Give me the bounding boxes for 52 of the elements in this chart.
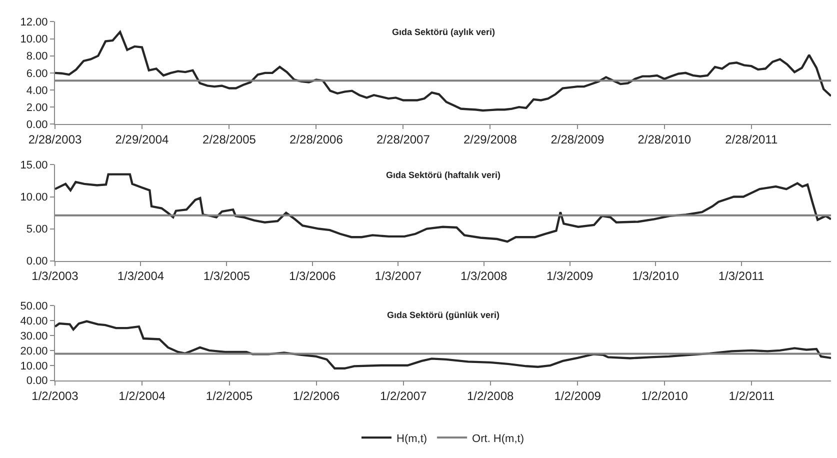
x-tick-label: 1/3/2011: [718, 269, 765, 284]
y-tick-label: 0.00: [26, 375, 48, 388]
y-tick-label: 0.00: [26, 256, 48, 268]
x-tick-label: 2/28/2010: [638, 132, 692, 147]
x-tick-label: 2/29/2004: [115, 132, 170, 147]
x-tick-label: 1/3/2004: [117, 269, 164, 284]
y-tick-label: 8.00: [26, 50, 48, 63]
x-tick-label: 1/2/2007: [380, 388, 427, 403]
line-series: [55, 320, 831, 370]
y-tick-label: 15.00: [20, 160, 48, 172]
y-tick-label: 2.00: [26, 102, 48, 114]
x-tick-label: 1/3/2010: [632, 269, 680, 284]
y-tick-label: 30.00: [20, 330, 48, 342]
line-series: [55, 173, 831, 243]
y-tick-label: 10.00: [20, 192, 48, 204]
x-tick-label: 1/2/2005: [206, 388, 253, 403]
x-tick-label: 2/28/2009: [550, 132, 604, 147]
text: Gıda Sektörü (günlük veri): [387, 310, 500, 320]
x-tick-label: 2/28/2011: [725, 132, 778, 147]
x-tick-label: 2/28/2003: [28, 132, 82, 147]
legend-label: H(m,t): [396, 432, 428, 445]
text: Gıda Sektörü (aylık veri): [392, 27, 496, 37]
x-tick-label: 2/29/2008: [463, 132, 518, 147]
x-tick-label: 1/2/2009: [554, 388, 602, 403]
x-tick-label: 2/28/2007: [376, 132, 430, 147]
y-tick-label: 4.00: [26, 84, 48, 97]
y-tick-label: 5.00: [26, 224, 48, 236]
x-tick-label: 1/2/2010: [641, 388, 688, 403]
line-series: [55, 30, 831, 112]
y-tick-label: 10.00: [20, 360, 48, 372]
x-tick-label: 1/3/2009: [546, 269, 594, 284]
x-tick-label: 1/3/2003: [32, 269, 79, 284]
y-tick-label: 6.00: [26, 68, 48, 80]
y-tick-label: 40.00: [20, 315, 48, 328]
x-tick-label: 1/2/2003: [32, 388, 79, 403]
x-tick-label: 1/2/2011: [728, 388, 775, 403]
x-tick-label: 1/3/2008: [460, 269, 508, 284]
text: Gıda Sektörü (haftalık veri): [386, 170, 501, 180]
x-tick-label: 1/2/2004: [118, 388, 166, 403]
x-tick-label: 1/2/2006: [292, 388, 340, 403]
y-tick-label: 10.00: [20, 34, 48, 46]
legend-label: Ort. H(m,t): [472, 432, 524, 445]
x-tick-label: 2/28/2006: [290, 132, 344, 147]
y-tick-label: 0.00: [26, 119, 48, 132]
y-tick-label: 50.00: [20, 300, 48, 312]
y-tick-label: 20.00: [20, 345, 48, 358]
y-tick-label: 12.00: [20, 16, 48, 29]
x-tick-label: 1/3/2006: [289, 269, 336, 284]
x-tick-label: 1/3/2007: [374, 269, 422, 284]
x-tick-label: 2/28/2005: [202, 132, 256, 147]
x-tick-label: 1/2/2008: [466, 388, 514, 403]
x-tick-label: 1/3/2005: [203, 269, 250, 284]
